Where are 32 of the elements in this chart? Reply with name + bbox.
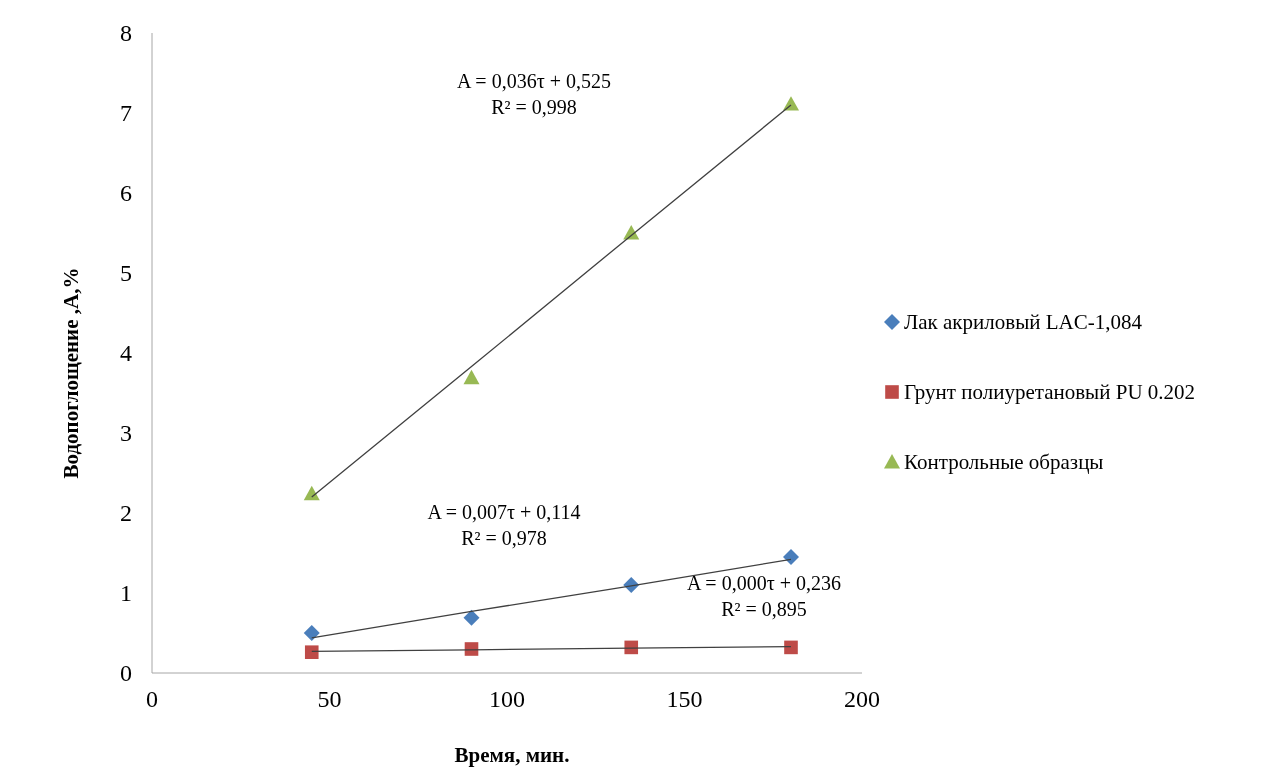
x-tick-label: 0 <box>146 686 158 712</box>
x-axis-title: Время, мин. <box>454 743 570 767</box>
y-axis-title: Водопоглощение ,А,% <box>59 267 83 479</box>
point <box>624 640 639 655</box>
annotation: A = 0,007τ + 0,114 R² = 0,978 <box>427 501 581 550</box>
point <box>303 625 320 641</box>
point <box>783 96 799 111</box>
y-tick-label: 6 <box>120 180 132 207</box>
y-tick-label: 2 <box>120 500 132 527</box>
annotation: A = 0,000τ + 0,236 R² = 0,895 <box>687 571 841 620</box>
legend-label: Контрольные образцы <box>904 450 1104 475</box>
x-tick-label: 50 <box>317 686 342 712</box>
y-tick-label: 7 <box>120 100 132 127</box>
x-tick-label: 100 <box>489 686 525 712</box>
point <box>303 485 320 501</box>
y-tick-label: 8 <box>120 20 132 47</box>
y-tick-label: 0 <box>120 660 132 687</box>
y-tick-label: 1 <box>120 580 132 607</box>
y-tick-label: 4 <box>120 340 132 367</box>
point <box>784 640 798 655</box>
legend-label: Грунт полиуретановый PU 0.202 <box>904 380 1196 405</box>
point <box>464 642 479 656</box>
x-tick-label: 200 <box>844 686 880 712</box>
x-tick-label: 150 <box>666 686 703 712</box>
annotation: A = 0,036τ + 0,525 R² = 0,998 <box>457 70 611 118</box>
point <box>304 645 319 659</box>
y-tick-label: 3 <box>120 420 132 447</box>
point <box>463 609 480 626</box>
point <box>463 369 480 385</box>
point <box>783 549 799 565</box>
legend-label: Лак акриловый LAC-1,084 <box>904 310 1143 335</box>
y-tick-label: 5 <box>120 260 132 287</box>
